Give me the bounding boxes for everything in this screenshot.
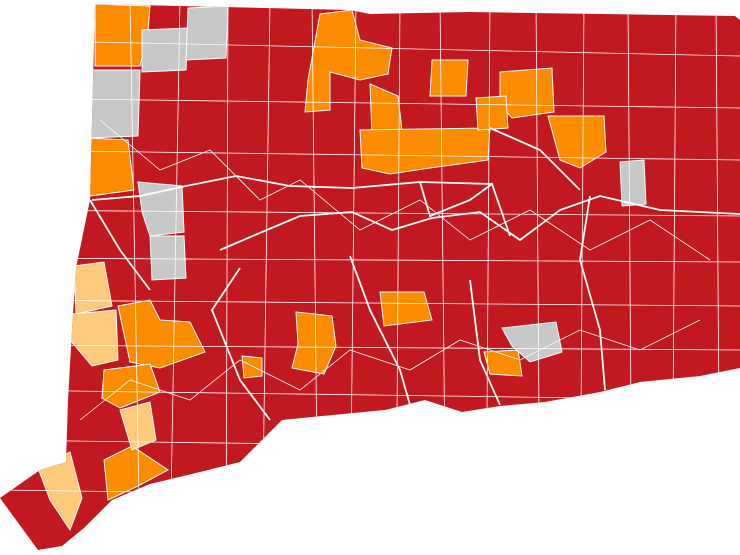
orange-towns bbox=[87, 4, 607, 501]
county-borders bbox=[89, 127, 740, 421]
